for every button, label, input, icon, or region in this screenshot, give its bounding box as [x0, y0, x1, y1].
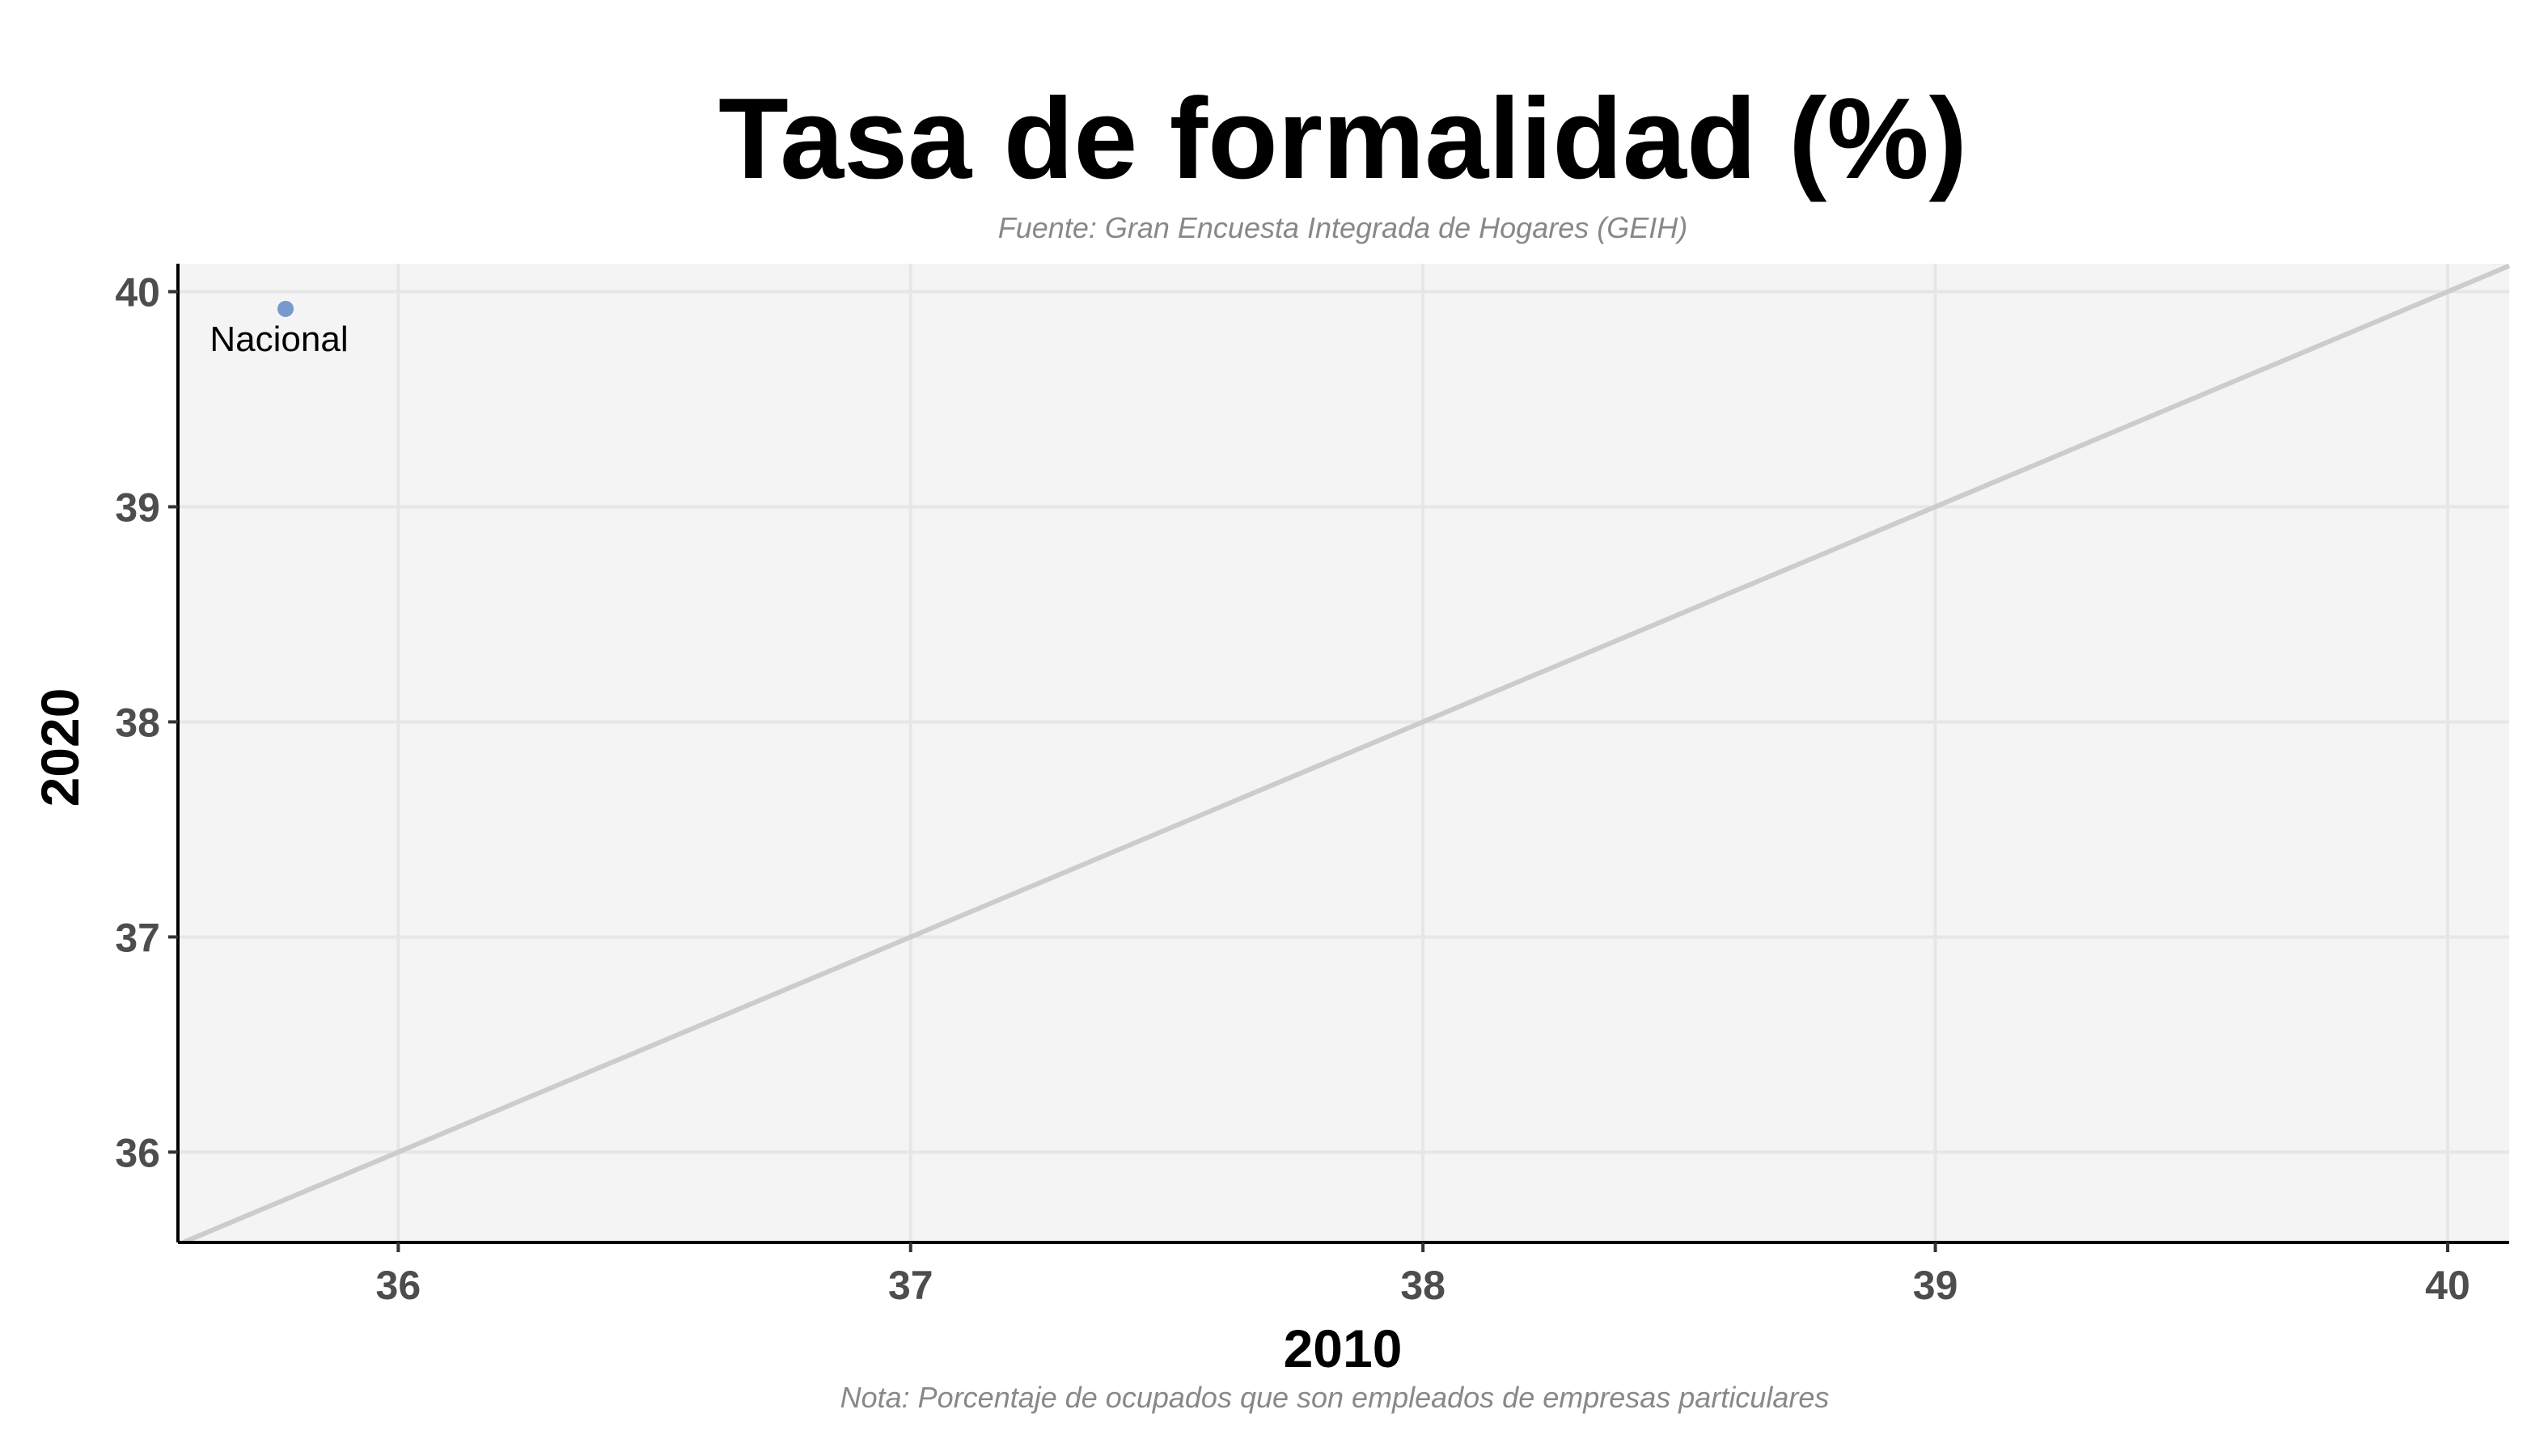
x-tick-label: 40 [2425, 1263, 2470, 1308]
chart-caption: Nota: Porcentaje de ocupados que son emp… [840, 1381, 1830, 1414]
x-tick-label: 37 [888, 1263, 933, 1308]
x-tick-label: 39 [1913, 1263, 1958, 1308]
y-tick-label: 36 [115, 1130, 160, 1175]
y-tick-label: 39 [115, 485, 160, 531]
y-tick-labels: 36 37 38 39 40 [115, 270, 178, 1175]
y-tick-label: 40 [115, 270, 160, 315]
point-labels: Nacional [210, 320, 348, 359]
point-label: Nacional [210, 320, 348, 359]
x-axis-label: 2010 [1284, 1318, 1403, 1378]
x-tick-labels: 36 37 38 39 40 [376, 1242, 2470, 1308]
data-points [277, 300, 294, 317]
identity-reference-line [182, 263, 2511, 1245]
x-tick-label: 36 [376, 1263, 421, 1308]
y-tick-label: 38 [115, 700, 160, 745]
y-axis-label: 2020 [30, 688, 90, 807]
x-tick-label: 38 [1400, 1263, 1445, 1308]
chart-title: Tasa de formalidad (%) [718, 74, 1967, 203]
data-point [277, 300, 294, 317]
grid-lines [178, 264, 2509, 1242]
y-tick-label: 37 [115, 915, 160, 960]
chart-subtitle: Fuente: Gran Encuesta Integrada de Hogar… [998, 211, 1687, 244]
